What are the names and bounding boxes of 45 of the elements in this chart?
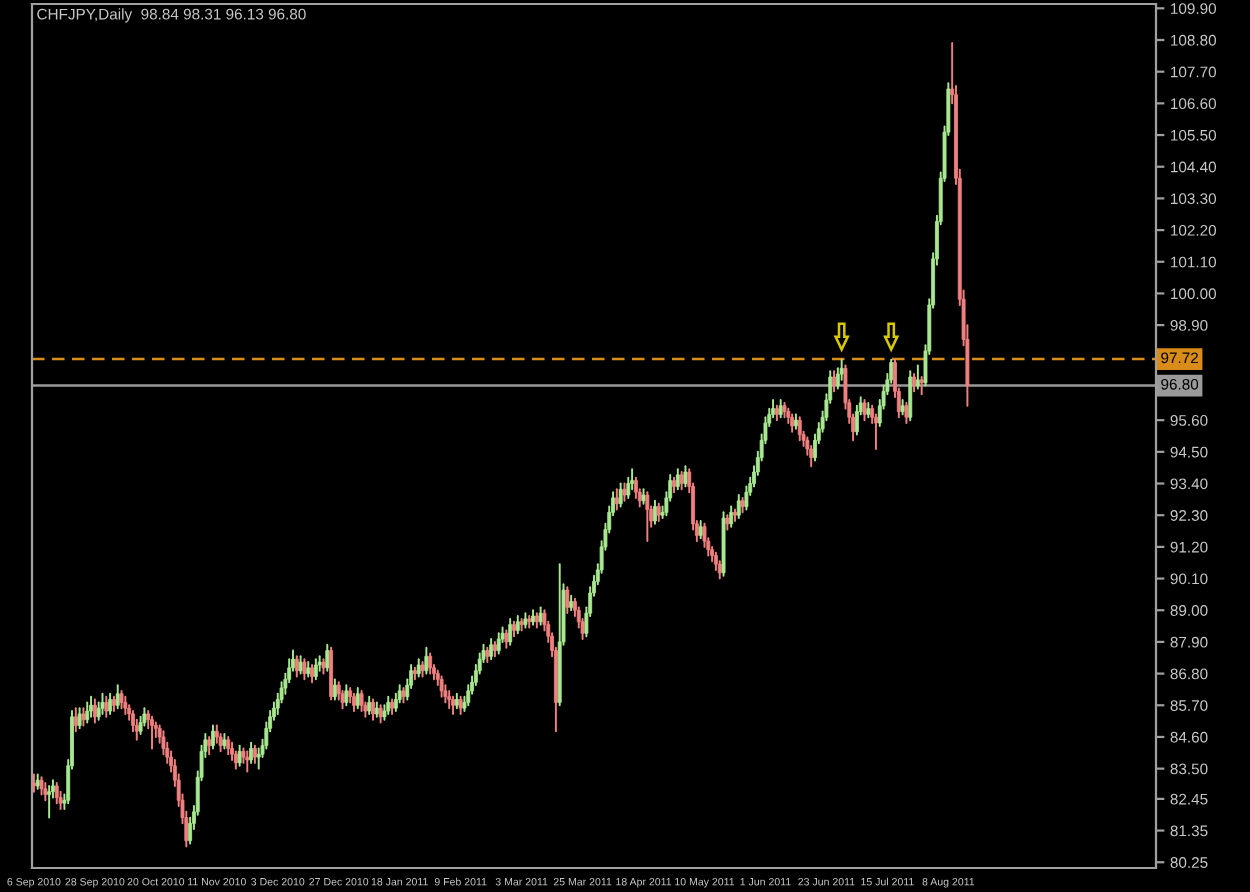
candlestick <box>626 476 631 499</box>
candlestick <box>874 413 878 450</box>
candlestick <box>92 698 97 724</box>
candlestick <box>832 370 836 393</box>
candlestick <box>835 367 840 390</box>
candlestick <box>131 710 135 733</box>
candlestick <box>630 468 635 491</box>
candlestick <box>329 646 334 701</box>
candlestick <box>150 715 154 750</box>
candlestick <box>854 404 859 436</box>
candlestick <box>683 465 688 488</box>
candlestick <box>161 730 166 756</box>
candlestick <box>862 399 867 422</box>
candlestick <box>904 401 909 425</box>
candlestick <box>104 695 109 718</box>
candlestick <box>839 358 844 381</box>
candlestick <box>47 784 52 819</box>
candlestick <box>496 632 501 655</box>
candlestick <box>702 522 707 548</box>
candlestick <box>439 675 444 698</box>
candlestick <box>54 782 59 805</box>
candlestick <box>618 482 623 508</box>
candlestick <box>332 678 337 701</box>
candlestick <box>633 476 638 499</box>
candlestick <box>565 586 570 615</box>
candlestick <box>653 499 657 525</box>
candlestick <box>100 692 105 715</box>
candlestick <box>89 695 93 718</box>
candlestick <box>237 744 242 767</box>
candlestick <box>371 698 375 721</box>
candlestick <box>466 684 471 707</box>
candlestick <box>424 646 429 675</box>
candlestick <box>359 689 364 713</box>
candlestick <box>645 491 650 543</box>
candlestick <box>85 701 90 724</box>
candlestick <box>313 658 318 681</box>
candlestick <box>344 684 349 707</box>
candlestick <box>428 652 433 675</box>
candlestick <box>325 643 330 672</box>
candlestick <box>245 750 250 773</box>
candlestick <box>302 658 307 681</box>
candlestick <box>744 485 749 511</box>
candlestick <box>211 724 215 750</box>
candlestick <box>797 416 802 442</box>
candlestick <box>256 747 261 770</box>
